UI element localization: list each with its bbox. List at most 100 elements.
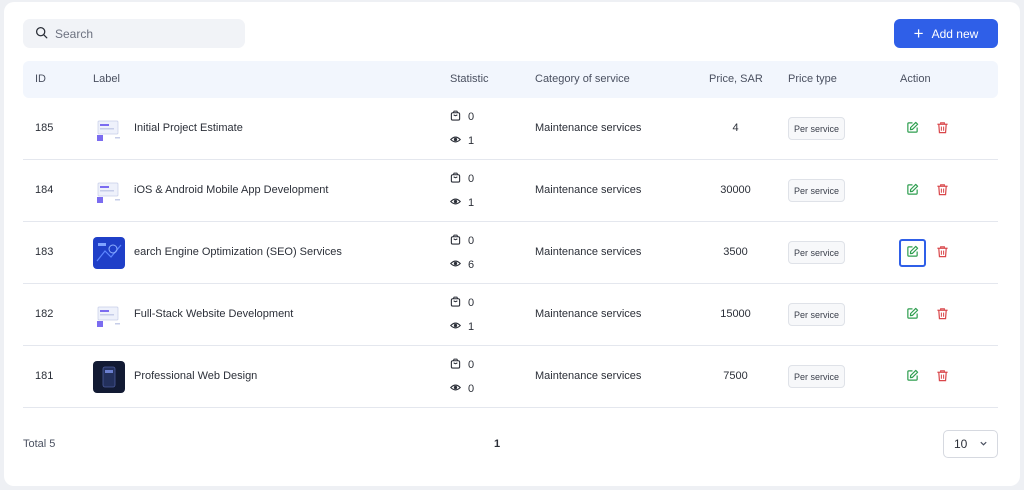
views-count: 1 xyxy=(468,197,475,209)
table-row: 182 Full-Stack Website Development 0 1 Maint… xyxy=(23,284,998,346)
delete-button[interactable] xyxy=(931,363,953,391)
eye-icon xyxy=(449,320,462,334)
row-id: 184 xyxy=(35,184,54,196)
row-id: 181 xyxy=(35,370,54,382)
row-label[interactable]: earch Engine Optimization (SEO) Services xyxy=(134,246,342,258)
column-header-label: Label xyxy=(93,73,120,85)
edit-icon xyxy=(906,121,919,137)
row-price: 30000 xyxy=(720,184,751,196)
delete-button[interactable] xyxy=(931,239,953,267)
edit-button[interactable] xyxy=(899,239,926,267)
page-size-value: 10 xyxy=(954,437,968,451)
views-count: 1 xyxy=(468,321,475,333)
eye-icon xyxy=(449,258,462,272)
views-stat: 6 xyxy=(449,258,475,272)
row-label[interactable]: Professional Web Design xyxy=(134,370,258,382)
table-header: ID Label Statistic Category of service P… xyxy=(23,61,998,98)
total-count: Total 5 xyxy=(23,438,56,450)
service-thumbnail xyxy=(93,299,125,331)
edit-icon xyxy=(906,307,919,323)
bag-icon xyxy=(450,172,461,186)
orders-stat: 0 xyxy=(450,110,474,124)
orders-count: 0 xyxy=(468,297,475,309)
views-stat: 1 xyxy=(449,134,475,148)
eye-icon xyxy=(449,382,462,396)
service-thumbnail xyxy=(93,361,125,393)
column-header-action: Action xyxy=(900,73,931,85)
row-id: 183 xyxy=(35,246,54,258)
column-header-category: Category of service xyxy=(535,73,630,85)
service-thumbnail xyxy=(93,237,125,269)
column-header-price-type: Price type xyxy=(788,73,837,85)
edit-icon xyxy=(906,369,919,385)
views-stat: 0 xyxy=(449,382,475,396)
search-input[interactable] xyxy=(55,26,235,41)
row-category: Maintenance services xyxy=(535,370,642,382)
delete-button[interactable] xyxy=(931,301,953,329)
column-header-id: ID xyxy=(35,73,46,85)
eye-icon xyxy=(449,134,462,148)
row-price: 3500 xyxy=(723,246,748,258)
edit-icon xyxy=(906,183,919,199)
bag-icon xyxy=(450,296,461,310)
trash-icon xyxy=(936,245,949,261)
edit-button[interactable] xyxy=(899,177,926,205)
orders-stat: 0 xyxy=(450,234,474,248)
service-thumbnail xyxy=(93,113,125,145)
orders-count: 0 xyxy=(468,235,475,247)
delete-button[interactable] xyxy=(931,115,953,143)
row-price: 15000 xyxy=(720,308,751,320)
views-count: 0 xyxy=(468,383,475,395)
row-label[interactable]: iOS & Android Mobile App Development xyxy=(134,184,329,196)
trash-icon xyxy=(936,183,949,199)
row-category: Maintenance services xyxy=(535,122,642,134)
price-type-badge: Per service xyxy=(788,241,846,264)
row-id: 185 xyxy=(35,122,54,134)
orders-count: 0 xyxy=(468,111,475,123)
trash-icon xyxy=(936,369,949,385)
row-price: 4 xyxy=(732,122,739,134)
views-stat: 1 xyxy=(449,196,475,210)
row-label[interactable]: Initial Project Estimate xyxy=(134,122,243,134)
page-size-select[interactable]: 10 xyxy=(943,430,998,458)
edit-button[interactable] xyxy=(899,115,926,143)
search-icon xyxy=(35,26,48,42)
row-id: 182 xyxy=(35,308,54,320)
plus-icon: + xyxy=(913,24,924,43)
views-stat: 1 xyxy=(449,320,475,334)
orders-stat: 0 xyxy=(450,172,474,186)
orders-count: 0 xyxy=(468,173,475,185)
table-row: 183 earch Engine Optimization (SEO) Servi… xyxy=(23,222,998,284)
table-row: 181 Professional Web Design 0 0 Maintenance … xyxy=(23,346,998,408)
service-thumbnail xyxy=(93,175,125,207)
column-header-price: Price, SAR xyxy=(709,73,763,85)
edit-button[interactable] xyxy=(899,301,926,329)
views-count: 1 xyxy=(468,135,475,147)
row-category: Maintenance services xyxy=(535,308,642,320)
bag-icon xyxy=(450,358,461,372)
price-type-badge: Per service xyxy=(788,179,846,202)
add-new-button[interactable]: + Add new xyxy=(894,19,998,48)
orders-stat: 0 xyxy=(450,296,474,310)
row-category: Maintenance services xyxy=(535,246,642,258)
search-box[interactable] xyxy=(23,19,245,48)
row-label[interactable]: Full-Stack Website Development xyxy=(134,308,294,320)
bag-icon xyxy=(450,110,461,124)
orders-count: 0 xyxy=(468,359,475,371)
delete-button[interactable] xyxy=(931,177,953,205)
table-row: 184 iOS & Android Mobile App Development 0… xyxy=(23,160,998,222)
bag-icon xyxy=(450,234,461,248)
row-category: Maintenance services xyxy=(535,184,642,196)
views-count: 6 xyxy=(468,259,475,271)
price-type-badge: Per service xyxy=(788,303,846,326)
edit-icon xyxy=(906,245,919,261)
chevron-down-icon xyxy=(979,437,988,451)
orders-stat: 0 xyxy=(450,358,474,372)
table-row: 185 Initial Project Estimate 0 1 Maintenance… xyxy=(23,98,998,160)
add-new-label: Add new xyxy=(931,26,979,41)
eye-icon xyxy=(449,196,462,210)
edit-button[interactable] xyxy=(899,363,926,391)
trash-icon xyxy=(936,121,949,137)
row-price: 7500 xyxy=(723,370,748,382)
pagination-page-1[interactable]: 1 xyxy=(494,438,501,450)
